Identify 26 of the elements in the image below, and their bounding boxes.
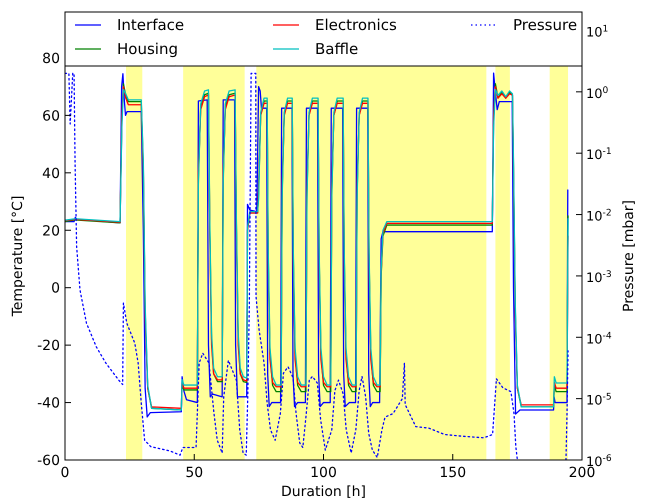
y2-tick-label: 10$^{-5}$ <box>586 392 612 409</box>
legend-label: Housing <box>117 40 178 58</box>
y-tick-label: 80 <box>42 50 60 67</box>
y2-tick-label: 10$^{-1}$ <box>586 147 612 164</box>
x-tick-label: 50 <box>185 465 204 481</box>
y2-tick-label: 10$^{1}$ <box>586 24 608 40</box>
x-axis-title: Duration [h] <box>280 484 366 500</box>
legend-label: Pressure <box>513 16 578 34</box>
y-tick-label: -60 <box>37 453 60 469</box>
legend-label: Baffle <box>315 40 358 58</box>
x-tick-label: 150 <box>439 465 466 481</box>
y-tick-label: 60 <box>42 108 60 124</box>
y-tick-label: -40 <box>37 396 60 412</box>
y2-tick-label: 10$^{0}$ <box>586 86 609 102</box>
y-tick-label: 20 <box>42 223 60 240</box>
y-tick-label: 40 <box>42 166 60 182</box>
y2-tick-label: 10$^{-4}$ <box>586 331 612 348</box>
y-tick-label: -20 <box>37 338 60 354</box>
x-tick-label: 100 <box>310 465 337 481</box>
legend-label: Electronics <box>315 16 397 34</box>
y-tick-label: 0 <box>51 280 60 297</box>
y2-tick-label: 10$^{-3}$ <box>586 270 612 286</box>
legend-label: Interface <box>117 16 184 34</box>
y2-axis-title: Pressure [mbar] <box>621 200 637 312</box>
y-axis-title: Temperature [°C] <box>10 196 26 318</box>
y2-tick-label: 10$^{-2}$ <box>586 208 612 225</box>
